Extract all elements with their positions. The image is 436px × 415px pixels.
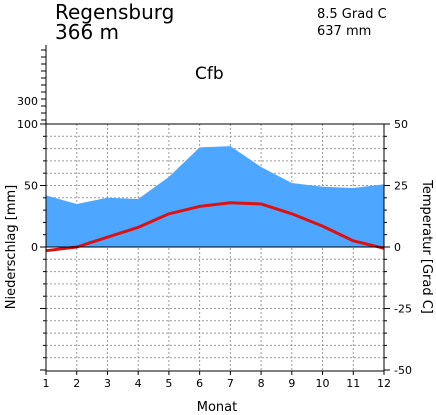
precipitation-tick-label: 50 [24,180,38,193]
station-name: Regensburg [55,0,174,24]
temperature-tick-label: 25 [394,180,408,193]
x-tick-label: 7 [227,377,234,390]
temperature-tick-label: 0 [394,241,401,254]
annual-precipitation: 637 mm [317,24,371,39]
station-elevation: 366 m [55,20,119,44]
grid-lines [46,124,384,371]
y-axis-left-label: Niederschlag [mm] [4,185,19,310]
precipitation-area-group [46,146,384,247]
precipitation-area [46,146,384,247]
x-tick-label: 3 [104,377,111,390]
x-tick-label: 5 [165,377,172,390]
x-tick-label: 12 [377,377,391,390]
precipitation-tick-label: 100 [17,118,38,131]
x-tick-label: 2 [73,377,80,390]
precipitation-tick-label: 300 [17,95,38,108]
upper-precipitation-axis [41,45,47,124]
x-tick-label: 6 [196,377,203,390]
temperature-line-group [45,201,385,253]
x-tick-label: 8 [258,377,265,390]
x-axis-label: Monat [197,400,237,415]
x-tick-label: 4 [135,377,142,390]
x-tick-label: 10 [316,377,330,390]
temperature-line [45,201,385,253]
tick-marks [40,123,390,375]
x-tick-label: 9 [288,377,295,390]
temperature-tick-label: -50 [394,364,412,377]
temperature-tick-label: 50 [394,118,408,131]
mean-temperature: 8.5 Grad C [317,7,387,22]
y-axis-right-label: Temperatur [Grad C] [419,179,434,314]
climate-classification: Cfb [195,64,224,84]
precipitation-tick-label: 0 [31,241,38,254]
x-tick-label: 11 [346,377,360,390]
x-tick-label: 1 [43,377,50,390]
temperature-tick-label: -25 [394,303,412,316]
